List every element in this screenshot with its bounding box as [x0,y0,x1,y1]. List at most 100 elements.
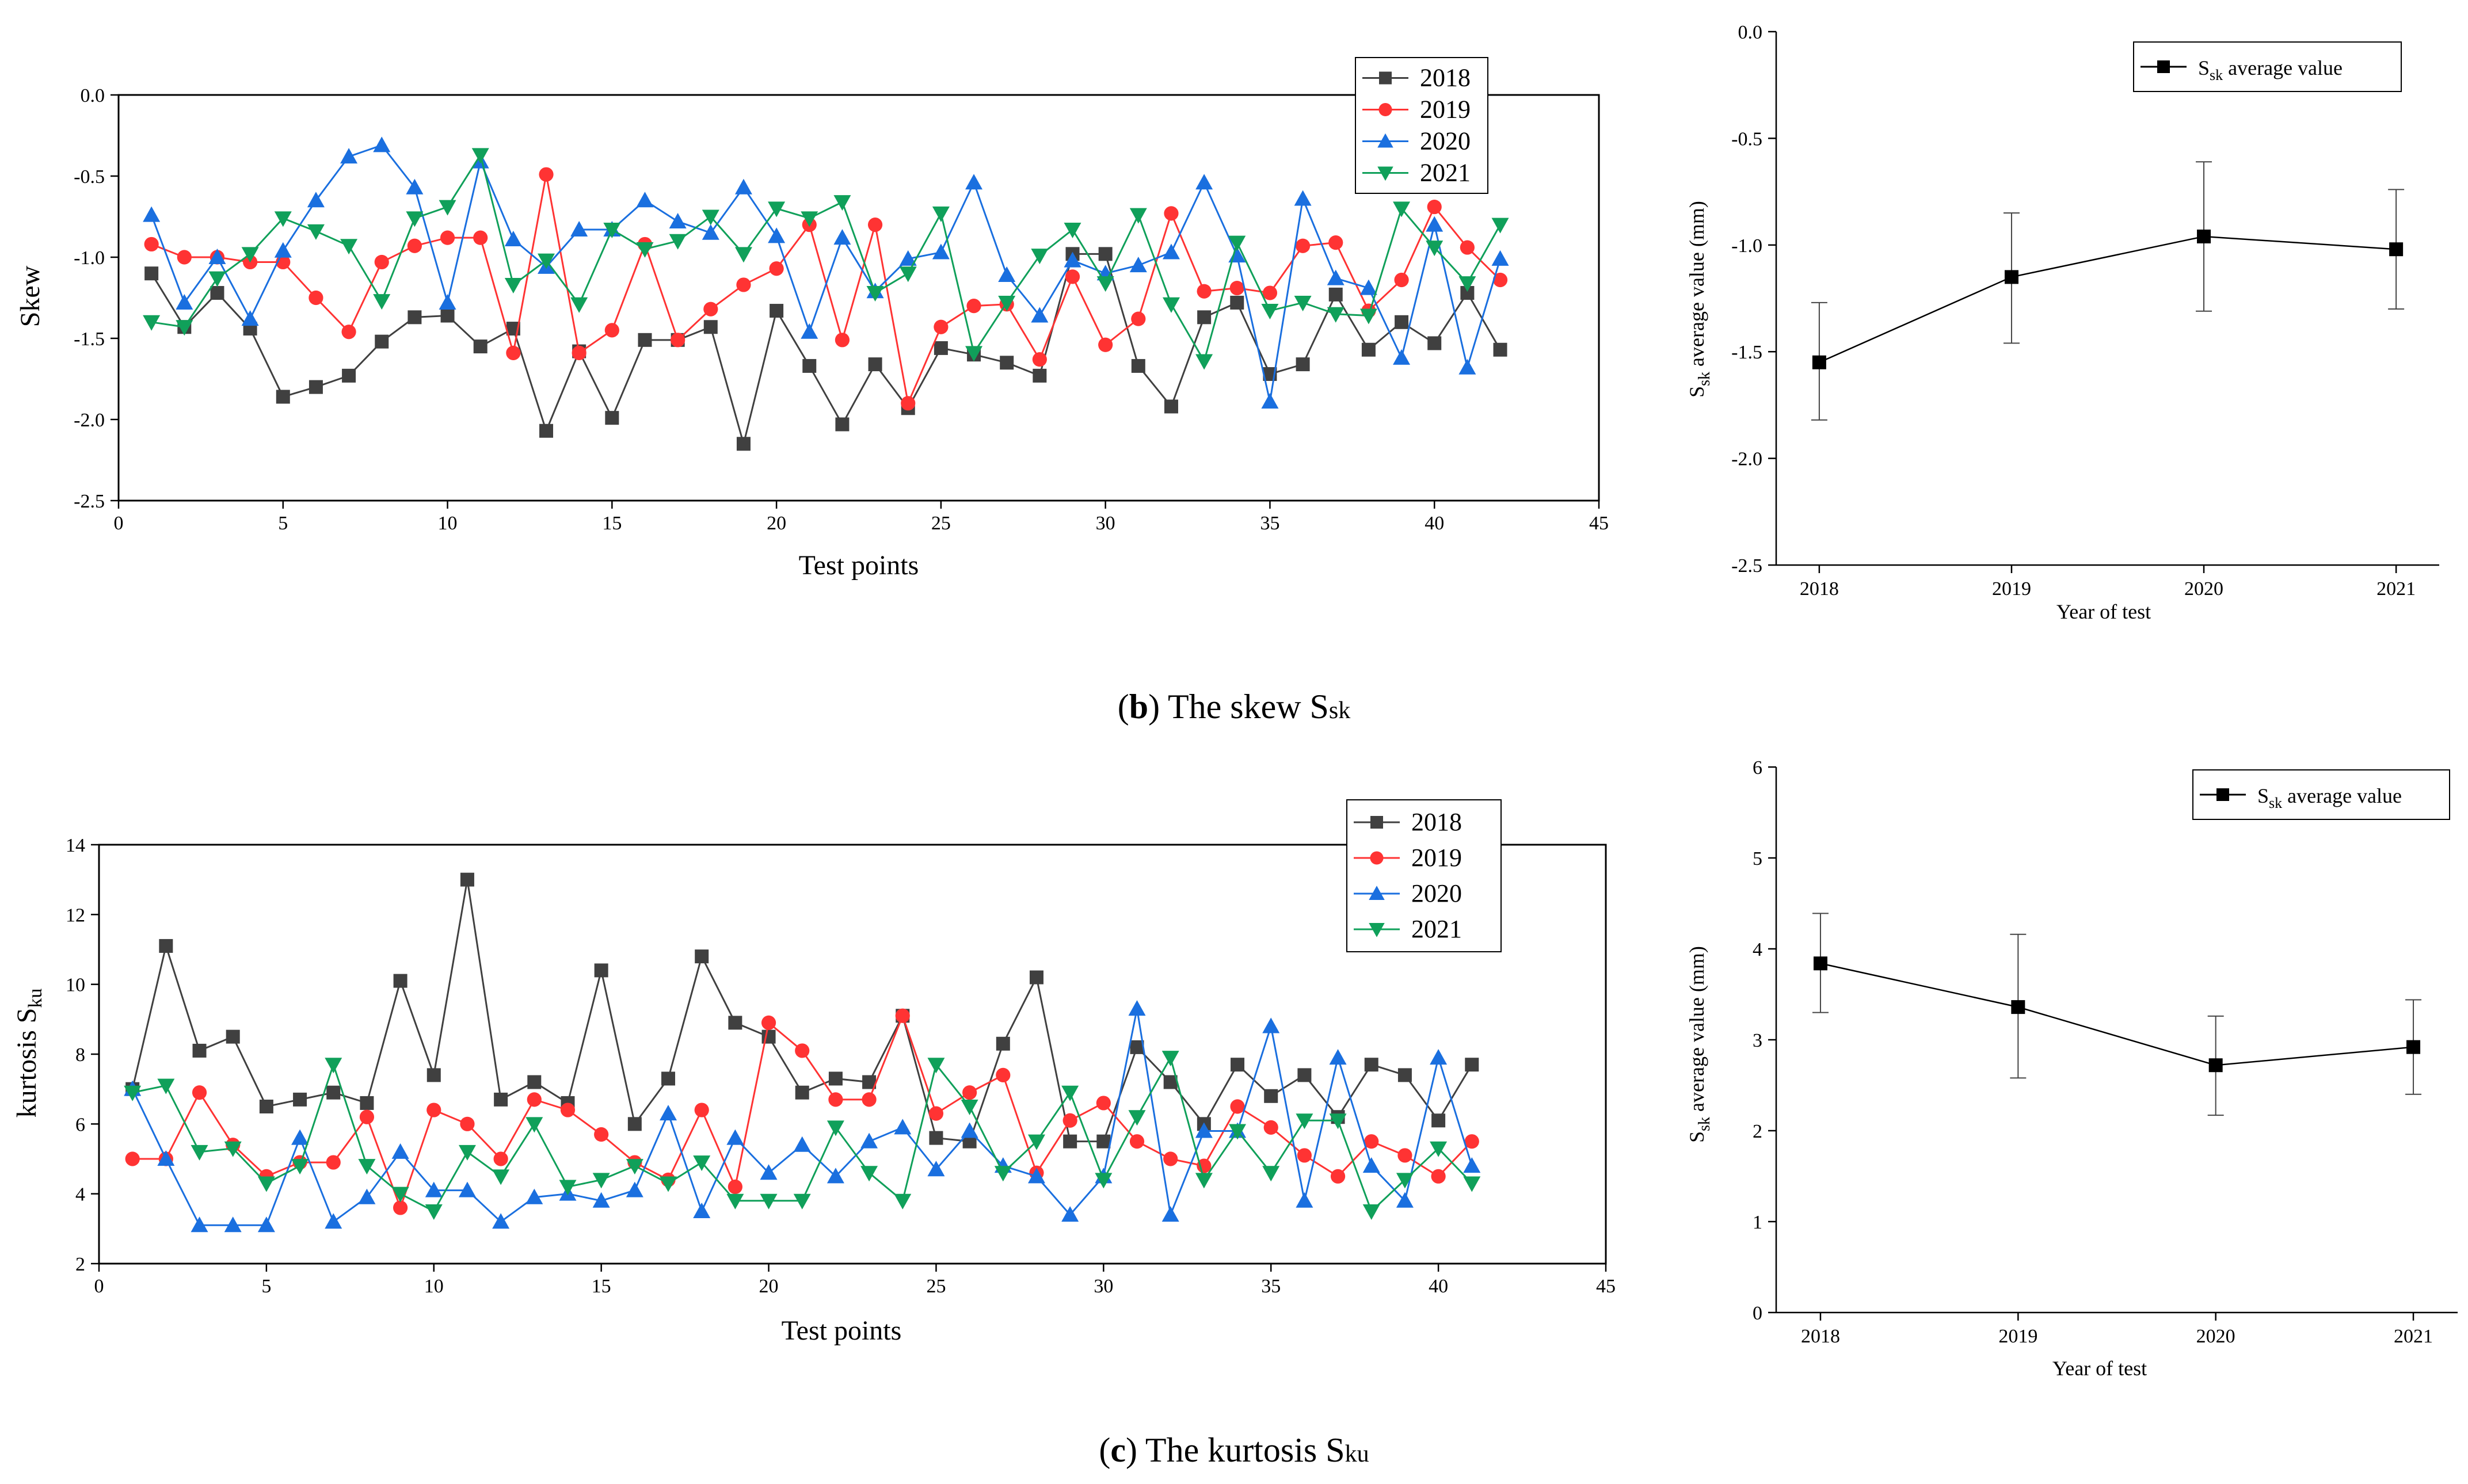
data-point [308,380,323,394]
data-point [1430,1141,1448,1157]
data-point [1061,1206,1079,1222]
data-point [1027,1134,1045,1150]
y-axis-title-main: Skew [15,265,45,327]
y-tick-label: 4 [75,1184,85,1205]
data-point [460,1116,475,1131]
data-point [1396,1173,1414,1189]
caption-c-text: ) The kurtosis S [1126,1431,1345,1469]
data-point [439,293,456,310]
data-point [603,223,621,239]
y-tick-label: -1.0 [74,247,105,269]
legend-label-sub: sk [2269,795,2282,811]
data-point [703,320,718,334]
data-point [934,341,948,355]
series-2021 [143,148,1509,370]
data-point [293,1092,307,1107]
x-tick-label: 15 [602,513,622,534]
data-point [1397,1148,1412,1163]
x-tick-label: 2021 [2376,578,2416,600]
data-point [340,148,358,164]
data-point [932,243,950,260]
data-point [1430,1049,1448,1065]
data-point [538,253,555,269]
data-point [734,247,752,263]
data-point [473,339,487,354]
data-point [177,250,192,265]
data-point [176,320,193,336]
data-point [1296,1192,1313,1208]
data-point [996,1067,1011,1082]
x-tick-label: 20 [767,513,786,534]
legend-label: 2019 [1420,96,1471,124]
legend: Ssk average value [2192,769,2450,820]
data-point [143,315,161,331]
data-point [1396,1192,1414,1208]
data-point [1164,206,1179,221]
data-point [191,1216,208,1233]
y-axis-title-main: S [1685,386,1708,398]
data-point [594,963,608,978]
data-point [1394,272,1409,288]
series-2020 [124,1000,1481,1233]
data-point [458,1145,476,1161]
x-tick-label: 10 [438,513,458,534]
y-tick-label: -2.5 [74,491,105,512]
y-tick-label: -2.0 [74,410,105,431]
data-point [1131,311,1146,326]
data-point [1000,356,1014,370]
data-point [693,1155,711,1172]
data-point [827,1120,844,1136]
legend-marker [2216,788,2229,801]
data-point [1262,1166,1280,1182]
data-point [2004,270,2018,284]
data-point [726,1129,744,1145]
data-point [1492,272,1508,288]
data-point [726,1193,744,1210]
data-point [966,299,981,314]
y-axis-title-sub: ku [25,989,46,1008]
data-point [471,148,489,164]
data-point [932,206,950,222]
y-tick-label: 12 [66,905,85,926]
caption-c-label: c [1110,1431,1126,1469]
data-point [494,1092,508,1107]
data-point [1464,1134,1479,1149]
legend-label-sub: sk [2210,67,2223,83]
data-point [425,1181,443,1197]
y-tick-label: -1.0 [1731,235,1762,257]
x-tick-label: 45 [1596,1276,1616,1297]
data-point [527,1092,542,1107]
data-point [307,192,325,208]
caption-b-text: ) The skew S [1148,688,1329,726]
data-point [525,1188,543,1204]
data-point [669,234,687,250]
data-point [1296,238,1311,253]
data-point [769,261,784,276]
data-point [2011,1000,2025,1014]
data-point [1062,1113,1077,1128]
y-axis-title: Ssk average value (mm) [1685,201,1713,398]
chart-skew-average: -2.5 -2.0 -1.5 -1.0 -0.5 0.0 2018 2019 2020 2021 Y… [1685,22,2439,623]
legend-marker [1377,133,1393,148]
data-point [965,346,983,362]
data-point [927,1161,945,1177]
data-point [325,1058,342,1074]
data-point [1033,368,1047,383]
legend-label-main: 2021 [1420,159,1471,187]
data-point [391,1187,409,1203]
data-point [192,1085,207,1100]
data-point [2197,229,2211,243]
data-point [1231,1058,1245,1072]
data-point [962,1085,977,1100]
data-point [241,247,259,263]
chart-skew-points: -2.5 -2.0 -1.5 -1.0 -0.5 0.0 0 5 10 15 20 25 30 35 40 4… [15,57,1609,581]
y-tick-label: -0.5 [1731,128,1762,150]
legend-label-main: 2021 [1411,915,1462,943]
data-point [760,1193,778,1210]
data-point [1195,354,1213,370]
legend-label: 2018 [1420,64,1471,92]
legend-label: 2020 [1420,127,1471,155]
data-point [1164,399,1178,414]
data-point [393,1200,408,1215]
data-point [1261,304,1279,320]
